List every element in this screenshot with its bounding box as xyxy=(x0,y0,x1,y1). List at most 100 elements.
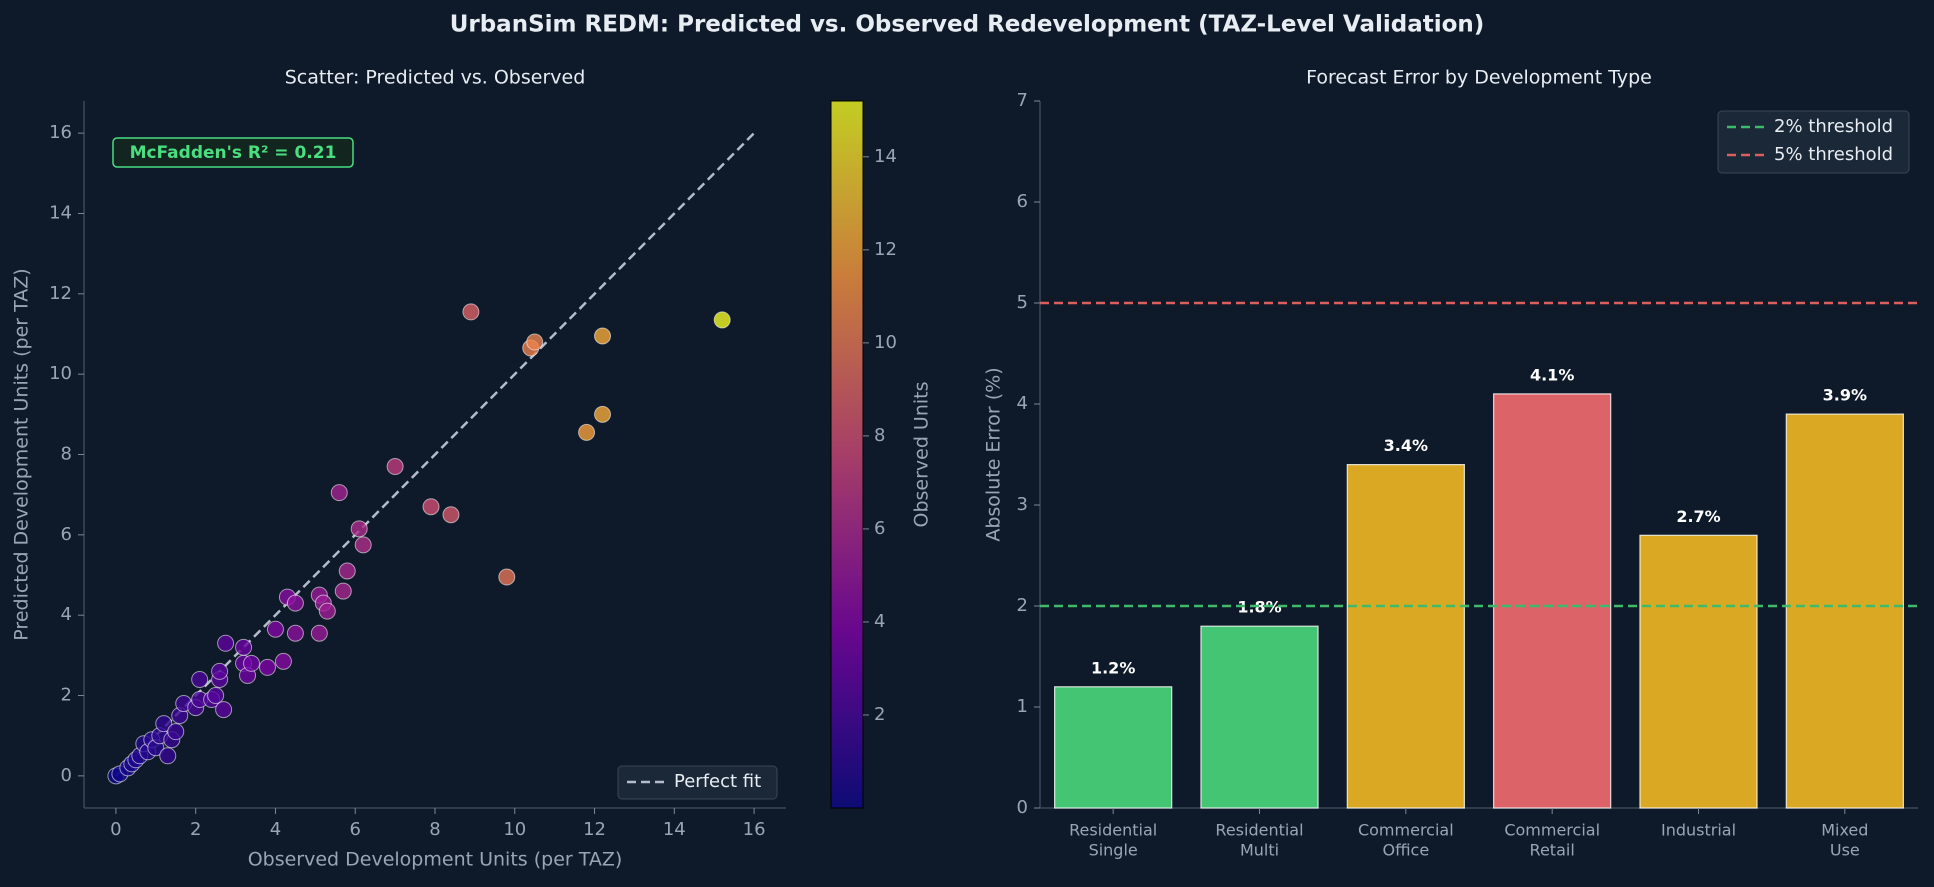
x-tick-label: Residential xyxy=(1215,821,1303,840)
value-label: 3.9% xyxy=(1823,386,1867,405)
scatter-point xyxy=(258,658,276,676)
y-tick-label: 12 xyxy=(49,283,72,304)
x-tick-label: Use xyxy=(1830,841,1860,860)
scatter-point xyxy=(167,723,185,741)
scatter-point xyxy=(422,498,440,516)
legend-box xyxy=(1717,110,1910,174)
x-tick-label: Commercial xyxy=(1504,821,1600,840)
scatter-point xyxy=(442,506,460,524)
scatter-point xyxy=(286,594,304,612)
y-axis-label: Absolute Error (%) xyxy=(983,367,1005,541)
subplot-title: Scatter: Predicted vs. Observed xyxy=(285,67,586,89)
x-tick-label: Single xyxy=(1089,841,1138,860)
colorbar-tick-label: 12 xyxy=(874,239,897,260)
y-tick-label: 4 xyxy=(1017,393,1028,414)
y-tick-label: 3 xyxy=(1017,494,1028,515)
bar xyxy=(1639,534,1758,809)
y-tick-label: 16 xyxy=(49,122,72,143)
x-tick-label: 6 xyxy=(350,819,361,840)
colorbar-tick-label: 10 xyxy=(874,332,897,353)
x-tick-label: 0 xyxy=(110,819,121,840)
y-tick-label: 6 xyxy=(1017,191,1028,212)
scatter-point xyxy=(266,620,284,638)
legend-box xyxy=(617,765,778,800)
x-tick-label: 4 xyxy=(270,819,281,840)
colorbar-tick-label: 8 xyxy=(874,425,885,446)
annotation: McFadden's R² = 0.21 xyxy=(130,143,337,163)
x-tick-label: 10 xyxy=(503,819,526,840)
scatter-point xyxy=(274,652,292,670)
x-tick-label: Mixed xyxy=(1821,821,1868,840)
scatter-point xyxy=(386,458,404,476)
colorbar-tick-label: 6 xyxy=(874,518,885,539)
y-tick-label: 1 xyxy=(1017,696,1028,717)
scatter-point xyxy=(594,405,612,423)
y-tick-label: 7 xyxy=(1017,90,1028,111)
x-tick-label: Office xyxy=(1382,841,1429,860)
scatter-point xyxy=(235,638,253,656)
y-tick-label: 8 xyxy=(61,444,72,465)
colorbar-tick-label: 2 xyxy=(874,704,885,725)
x-tick-label: 8 xyxy=(429,819,440,840)
legend-label: 2% threshold xyxy=(1774,116,1893,137)
legend-label: Perfect fit xyxy=(674,771,761,792)
value-label: 4.1% xyxy=(1530,365,1574,384)
x-tick-label: 12 xyxy=(583,819,606,840)
y-axis-label: Predicted Development Units (per TAZ) xyxy=(11,268,33,640)
y-tick-label: 5 xyxy=(1017,292,1028,313)
scatter-point xyxy=(310,624,328,642)
scatter-point xyxy=(338,562,356,580)
reference-line xyxy=(115,132,755,777)
y-tick-label: 14 xyxy=(49,202,72,223)
scatter-point xyxy=(243,654,261,672)
scatter-point xyxy=(155,715,173,733)
scatter-point xyxy=(526,333,544,351)
figure-title: UrbanSim REDM: Predicted vs. Observed Re… xyxy=(450,12,1485,38)
y-tick-label: 4 xyxy=(61,604,72,625)
bar xyxy=(1054,686,1173,809)
value-label: 3.4% xyxy=(1384,436,1428,455)
y-tick-label: 0 xyxy=(1017,797,1028,818)
scatter-point xyxy=(159,747,177,765)
colorbar-label: Observed Units xyxy=(911,381,933,527)
scatter-point xyxy=(594,327,612,345)
x-tick-label: Residential xyxy=(1069,821,1157,840)
scatter-point xyxy=(578,423,596,441)
legend-label: 5% threshold xyxy=(1774,144,1893,165)
x-tick-label: Retail xyxy=(1530,841,1575,860)
bar xyxy=(1346,464,1465,809)
colorbar-tick-label: 14 xyxy=(874,146,897,167)
x-tick-label: 14 xyxy=(663,819,686,840)
annotation-box xyxy=(112,137,354,168)
y-tick-label: 10 xyxy=(49,363,72,384)
scatter-point xyxy=(217,634,235,652)
colorbar-tick-label: 4 xyxy=(874,611,885,632)
scatter-point xyxy=(350,520,368,538)
y-tick-label: 2 xyxy=(61,685,72,706)
x-axis-label: Observed Development Units (per TAZ) xyxy=(248,849,623,871)
bar xyxy=(1200,625,1319,809)
scatter-point xyxy=(318,602,336,620)
x-tick-label: 2 xyxy=(190,819,201,840)
y-tick-label: 6 xyxy=(61,524,72,545)
subplot-title: Forecast Error by Development Type xyxy=(1306,67,1652,89)
value-label: 2.7% xyxy=(1676,507,1720,526)
scatter-point xyxy=(713,311,731,329)
value-label: 1.8% xyxy=(1237,598,1281,617)
scatter-point xyxy=(498,568,516,586)
bar xyxy=(1493,393,1612,809)
x-tick-label: 16 xyxy=(743,819,766,840)
x-tick-label: Industrial xyxy=(1661,821,1736,840)
scatter-point xyxy=(191,670,209,688)
bar xyxy=(1785,413,1904,809)
scatter-point xyxy=(354,536,372,554)
scatter-point xyxy=(207,687,225,705)
x-tick-label: Multi xyxy=(1240,841,1279,860)
scatter-point xyxy=(286,624,304,642)
scatter-point xyxy=(211,662,229,680)
y-tick-label: 2 xyxy=(1017,595,1028,616)
y-tick-label: 0 xyxy=(61,765,72,786)
x-tick-label: Commercial xyxy=(1358,821,1454,840)
